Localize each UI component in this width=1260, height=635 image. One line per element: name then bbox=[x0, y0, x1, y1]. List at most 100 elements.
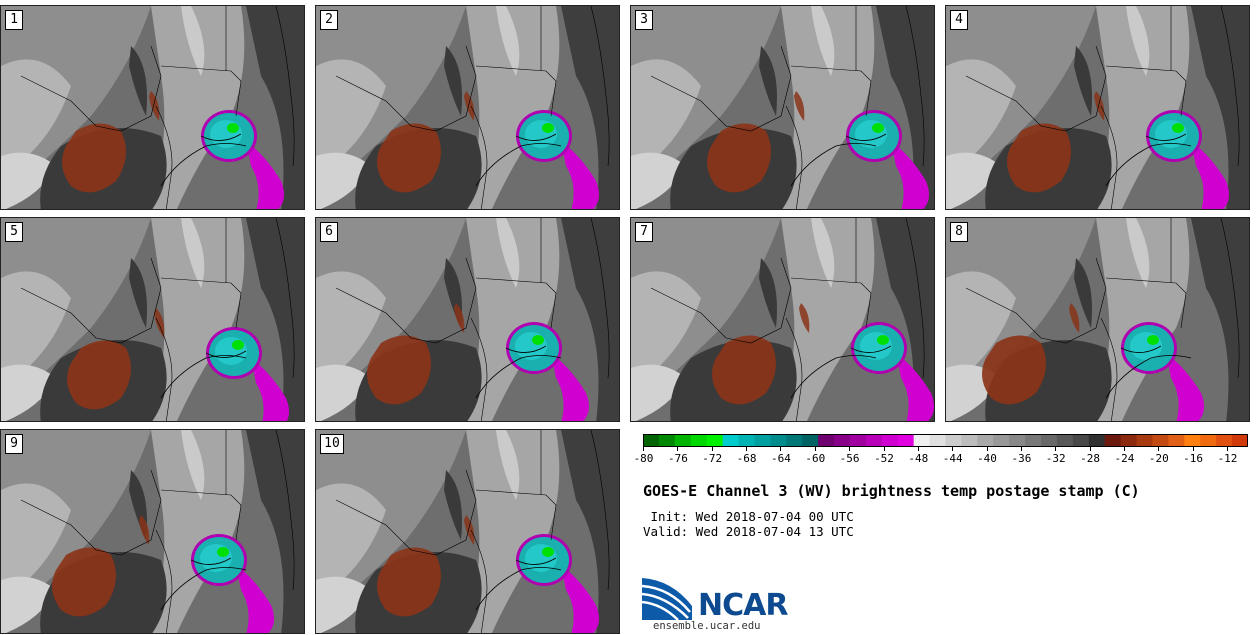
colorbar-tick bbox=[1227, 446, 1228, 451]
colorbar-segment bbox=[961, 434, 978, 447]
colorbar-segment bbox=[802, 434, 819, 447]
member-number-label: 6 bbox=[320, 222, 338, 242]
colorbar-segment bbox=[1025, 434, 1042, 447]
wv-image bbox=[946, 6, 1249, 209]
ensemble-panel-4: 4 bbox=[945, 5, 1250, 210]
colorbar-segment bbox=[1216, 434, 1233, 447]
valid-time: Valid: Wed 2018-07-04 13 UTC bbox=[643, 524, 854, 539]
wv-image bbox=[316, 6, 619, 209]
ensemble-panel-2: 2 bbox=[315, 5, 620, 210]
colorbar-segment bbox=[770, 434, 787, 447]
colorbar-segment bbox=[865, 434, 883, 447]
member-number-label: 4 bbox=[950, 10, 968, 30]
colorbar-segment bbox=[658, 434, 676, 447]
ensemble-panel-7: 7 bbox=[630, 217, 935, 422]
colorbar-tick-label: -44 bbox=[942, 452, 963, 465]
colorbar-segment bbox=[1009, 434, 1026, 447]
colorbar-tick-label: -72 bbox=[702, 452, 723, 465]
wv-image bbox=[946, 218, 1249, 421]
colorbar-tick bbox=[1089, 446, 1091, 451]
colorbar-tick bbox=[780, 446, 782, 451]
colorbar-segment bbox=[786, 434, 803, 447]
colorbar-tick-label: -36 bbox=[1011, 452, 1032, 465]
colorbar-segment bbox=[1168, 434, 1185, 447]
colorbar-tick-label: -28 bbox=[1080, 452, 1101, 465]
colorbar-segment bbox=[1088, 434, 1106, 447]
colorbar-segment bbox=[754, 434, 771, 447]
colorbar-segment bbox=[1200, 434, 1217, 447]
source-url: ensemble.ucar.edu bbox=[653, 620, 761, 632]
colorbar-tick-label: -64 bbox=[770, 452, 791, 465]
colorbar-tick bbox=[1020, 446, 1022, 451]
colorbar-segment bbox=[1136, 434, 1153, 447]
wv-image bbox=[316, 218, 619, 421]
ensemble-panel-8: 8 bbox=[945, 217, 1250, 422]
colorbar-segment bbox=[834, 434, 851, 447]
colorbar bbox=[643, 432, 1249, 447]
colorbar-tick bbox=[746, 446, 748, 451]
wv-image bbox=[631, 218, 934, 421]
member-number-label: 3 bbox=[635, 10, 653, 30]
member-number-label: 8 bbox=[950, 222, 968, 242]
colorbar-segment bbox=[674, 434, 692, 447]
member-number-label: 1 bbox=[5, 10, 23, 30]
colorbar-tick-label: -68 bbox=[736, 452, 757, 465]
colorbar-tick-label: -52 bbox=[874, 452, 894, 465]
colorbar-segment bbox=[913, 434, 931, 447]
colorbar-tick bbox=[883, 446, 885, 451]
colorbar-segment bbox=[977, 434, 994, 447]
colorbar-tick-label: -48 bbox=[908, 452, 929, 465]
ensemble-panel-9: 9 bbox=[0, 429, 305, 634]
colorbar-segment bbox=[1184, 434, 1201, 447]
colorbar-tick-label: -76 bbox=[667, 452, 688, 465]
member-number-label: 5 bbox=[5, 222, 23, 242]
colorbar-tick-label: -16 bbox=[1183, 452, 1204, 465]
colorbar-tick-label: -40 bbox=[977, 452, 997, 465]
wv-image bbox=[1, 430, 304, 633]
colorbar-tick bbox=[677, 446, 679, 451]
colorbar-svg bbox=[643, 434, 1249, 447]
colorbar-segment bbox=[738, 434, 755, 447]
colorbar-tick-label: -32 bbox=[1045, 452, 1066, 465]
colorbar-tick bbox=[1158, 446, 1160, 451]
colorbar-tick bbox=[917, 446, 919, 451]
ensemble-panel-6: 6 bbox=[315, 217, 620, 422]
ensemble-panel-1: 1 bbox=[0, 5, 305, 210]
colorbar-segment bbox=[1120, 434, 1138, 447]
colorbar-tick bbox=[952, 446, 954, 451]
colorbar-segment bbox=[1104, 434, 1122, 447]
colorbar-tick-label: -80 bbox=[633, 452, 654, 465]
colorbar-segment bbox=[1232, 434, 1249, 447]
init-time: Init: Wed 2018-07-04 00 UTC bbox=[643, 509, 854, 524]
ensemble-panel-3: 3 bbox=[630, 5, 935, 210]
colorbar-segment bbox=[1152, 434, 1169, 447]
wv-image bbox=[1, 218, 304, 421]
figure-title: GOES-E Channel 3 (WV) brightness temp po… bbox=[643, 482, 1140, 500]
colorbar-border bbox=[643, 434, 1248, 447]
colorbar-segment bbox=[849, 434, 867, 447]
colorbar-segment bbox=[643, 434, 660, 447]
colorbar-tick-label: -20 bbox=[1148, 452, 1169, 465]
colorbar-tick bbox=[643, 446, 644, 451]
colorbar-segment bbox=[1072, 434, 1090, 447]
colorbar-segment bbox=[1056, 434, 1074, 447]
colorbar-segment bbox=[1041, 434, 1058, 447]
colorbar-segment bbox=[722, 434, 740, 447]
colorbar-segment bbox=[690, 434, 708, 447]
colorbar-tick-label: -60 bbox=[805, 452, 826, 465]
colorbar-tick bbox=[849, 446, 851, 451]
ncar-wordmark: NCAR bbox=[698, 588, 788, 623]
wv-image bbox=[316, 430, 619, 633]
ensemble-panel-10: 10 bbox=[315, 429, 620, 634]
colorbar-tick bbox=[711, 446, 713, 451]
ensemble-panel-5: 5 bbox=[0, 217, 305, 422]
colorbar-tick-label: -24 bbox=[1114, 452, 1135, 465]
colorbar-segment bbox=[929, 434, 946, 447]
colorbar-tick-label: -56 bbox=[839, 452, 860, 465]
colorbar-segment bbox=[706, 434, 724, 447]
colorbar-tick bbox=[1055, 446, 1057, 451]
colorbar-tick bbox=[1192, 446, 1194, 451]
wv-image bbox=[1, 6, 304, 209]
colorbar-segment bbox=[881, 434, 899, 447]
colorbar-tick bbox=[814, 446, 816, 451]
